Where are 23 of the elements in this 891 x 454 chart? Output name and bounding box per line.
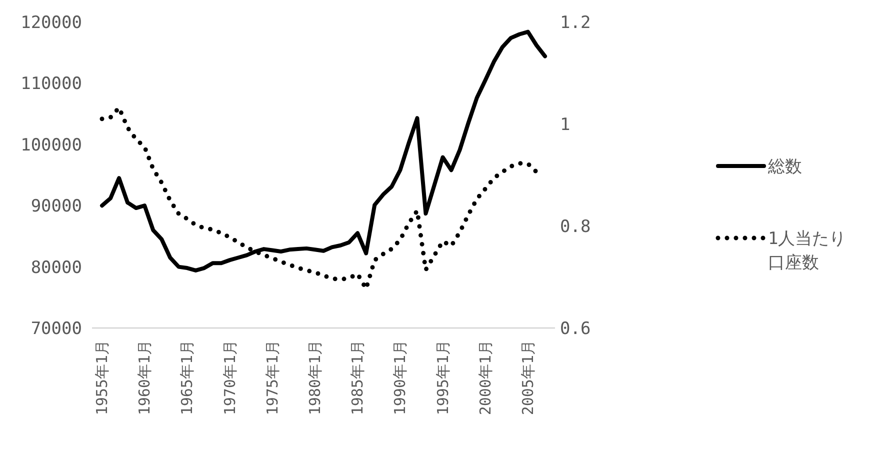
legend-label: 1人当たり口座数	[768, 229, 846, 273]
y-tick-label: 120000	[20, 13, 82, 33]
y-tick-label: 100000	[20, 135, 82, 156]
x-tick-label: 1955年1月	[93, 340, 111, 416]
x-tick-label: 1960年1月	[136, 340, 154, 416]
x-tick-label: 1995年1月	[434, 340, 452, 416]
y2-tick-label: 0.6	[560, 319, 591, 339]
y-tick-label: 110000	[20, 74, 82, 94]
x-tick-label: 2005年1月	[518, 340, 537, 416]
x-tick-label: 2000年1月	[476, 340, 494, 416]
y-tick-label: 90000	[30, 196, 82, 217]
x-tick-label: 1970年1月	[220, 340, 239, 416]
x-tick-label: 1975年1月	[263, 340, 282, 416]
y2-tick-label: 1	[560, 115, 570, 135]
y2-tick-label: 0.8	[560, 217, 591, 237]
x-tick-label: 1980年1月	[306, 340, 324, 416]
x-tick-label: 1965年1月	[178, 340, 196, 416]
x-tick-label: 1990年1月	[391, 340, 410, 416]
x-tick-label: 1985年1月	[348, 340, 367, 416]
legend-label: 総数	[767, 157, 802, 177]
y2-tick-label: 1.2	[560, 13, 591, 33]
y-tick-label: 70000	[30, 319, 82, 339]
y-tick-label: 80000	[30, 258, 82, 278]
